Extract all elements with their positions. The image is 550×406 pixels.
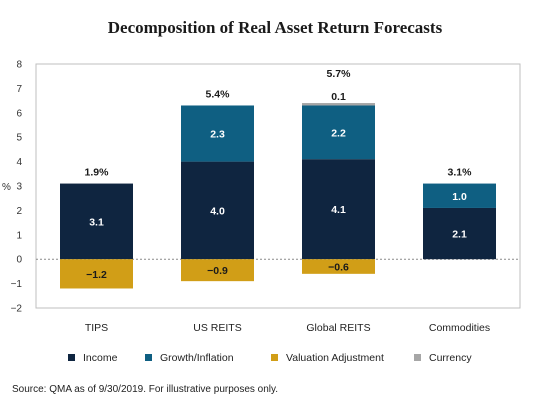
category-label: Commodities <box>429 322 490 334</box>
source-note: Source: QMA as of 9/30/2019. For illustr… <box>12 384 279 395</box>
bar-segment <box>181 161 254 260</box>
bar-segment <box>423 183 496 208</box>
total-label: 1.9% <box>85 167 110 179</box>
data-label: 0.1 <box>331 91 346 103</box>
data-label: 2.2 <box>331 127 346 139</box>
data-label: 4.0 <box>210 205 225 217</box>
data-label: 3.1 <box>89 216 104 228</box>
chart-title: Decomposition of Real Asset Return Forec… <box>107 18 443 37</box>
category-label: TIPS <box>85 322 108 334</box>
y-tick-label: 3 <box>16 182 22 193</box>
bar-segment <box>302 103 375 106</box>
y-axis-label: % <box>2 182 11 193</box>
bar-segment <box>302 159 375 260</box>
legend-swatch <box>145 354 152 361</box>
legend-swatch <box>68 354 75 361</box>
data-label: −1.2 <box>86 269 107 281</box>
y-tick-label: 1 <box>16 230 22 241</box>
y-tick-label: 8 <box>16 60 22 71</box>
bar-segment <box>302 259 375 274</box>
legend-label: Income <box>83 352 118 364</box>
total-label: 5.4% <box>206 88 231 100</box>
y-tick-label: −2 <box>11 304 23 315</box>
total-label: 5.7% <box>327 68 352 80</box>
category-label: US REITS <box>193 322 241 334</box>
data-label: 2.3 <box>210 129 225 141</box>
bar-segment <box>302 105 375 160</box>
plot-frame <box>35 63 521 309</box>
legend-swatch <box>414 354 421 361</box>
y-tick-label: 0 <box>16 255 22 266</box>
legend-label: Growth/Inflation <box>160 352 234 364</box>
y-tick-label: 6 <box>16 108 22 119</box>
y-tick-label: −1 <box>11 279 23 290</box>
bar-segment <box>60 183 133 260</box>
category-label: Global REITS <box>306 322 370 334</box>
bar-segment <box>423 207 496 260</box>
data-label: 1.0 <box>452 191 467 203</box>
legend-swatch <box>271 354 278 361</box>
data-label: 4.1 <box>331 204 346 216</box>
legend-label: Valuation Adjustment <box>286 352 384 364</box>
bar-segment <box>60 259 133 289</box>
y-tick-label: 4 <box>16 157 22 168</box>
total-label: 3.1% <box>448 167 473 179</box>
y-tick-label: 7 <box>16 84 22 95</box>
y-tick-label: 5 <box>16 133 22 144</box>
y-tick-label: 2 <box>16 206 22 217</box>
data-label: 2.1 <box>452 229 467 241</box>
bar-segment <box>181 259 254 282</box>
data-label: −0.6 <box>328 262 349 274</box>
legend-label: Currency <box>429 352 472 364</box>
data-label: −0.9 <box>207 265 228 277</box>
bar-segment <box>181 105 254 162</box>
